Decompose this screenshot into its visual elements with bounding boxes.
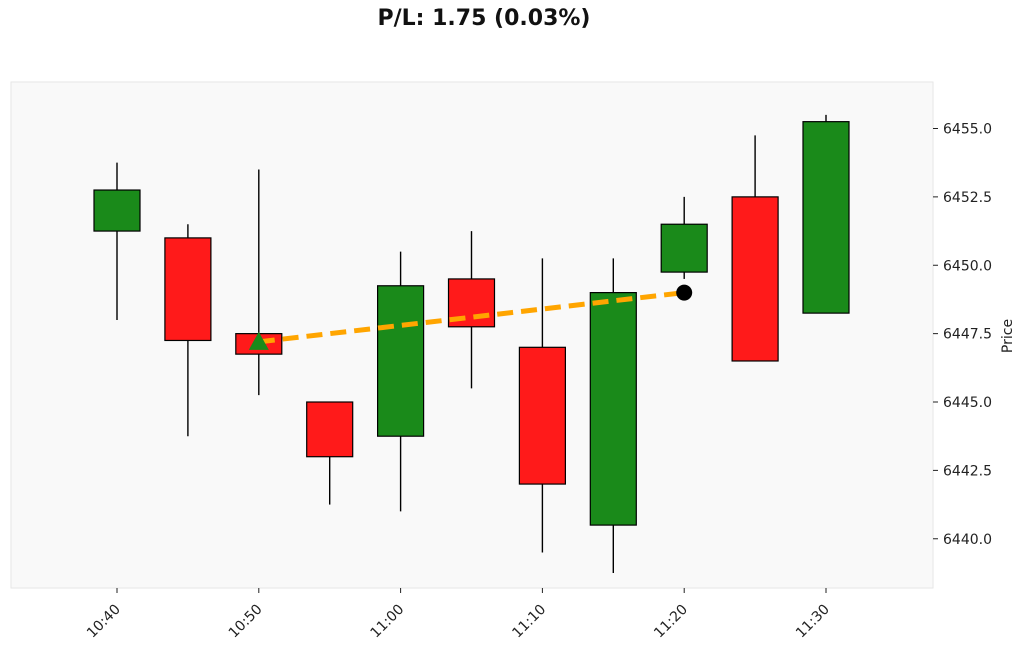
candle-body [660, 223, 708, 273]
candle-body [377, 285, 425, 437]
candles-layer [93, 114, 850, 573]
candle [731, 135, 779, 362]
chart-title: P/L: 1.75 (0.03%) [377, 6, 591, 31]
x-tick-label: 10:50 [226, 602, 266, 642]
candle-body [93, 189, 141, 232]
y-tick-label: 6447.5 [943, 327, 992, 343]
candle-body [518, 346, 567, 485]
y-tick-label: 6450.0 [943, 258, 992, 274]
exit-marker [676, 284, 693, 301]
x-tick-label: 11:20 [651, 602, 691, 642]
candle-body [164, 237, 212, 342]
candle-body [802, 121, 850, 314]
y-axis-label: Price [1000, 319, 1016, 353]
y-tick-label: 6445.0 [943, 395, 992, 411]
x-tick-label: 10:40 [84, 602, 124, 642]
y-tick-label: 6440.0 [943, 532, 992, 548]
candle [518, 258, 567, 553]
candle [589, 258, 637, 573]
x-tick-label: 11:00 [368, 602, 408, 642]
candle [164, 224, 212, 437]
y-tick-label: 6442.5 [943, 463, 992, 479]
candle-body [306, 401, 354, 458]
entry-marker [248, 331, 269, 350]
y-tick-label: 6452.5 [943, 190, 992, 206]
y-axis: 6440.0 6442.5 6445.0 6447.5 6450.0 6452.5 6455… [933, 121, 992, 548]
y-tick-label: 6455.0 [943, 121, 992, 137]
trade-layer [248, 284, 693, 350]
candle [93, 162, 141, 320]
candle [306, 401, 354, 505]
x-axis: 10:40 10:50 11:00 11:10 11:20 11:30 [84, 588, 833, 641]
candle [377, 251, 425, 512]
candle [802, 114, 850, 314]
candle [660, 196, 708, 279]
candle-body [589, 292, 637, 526]
x-tick-label: 11:10 [509, 602, 549, 642]
candle-body [731, 196, 779, 362]
x-tick-label: 11:30 [793, 602, 833, 642]
